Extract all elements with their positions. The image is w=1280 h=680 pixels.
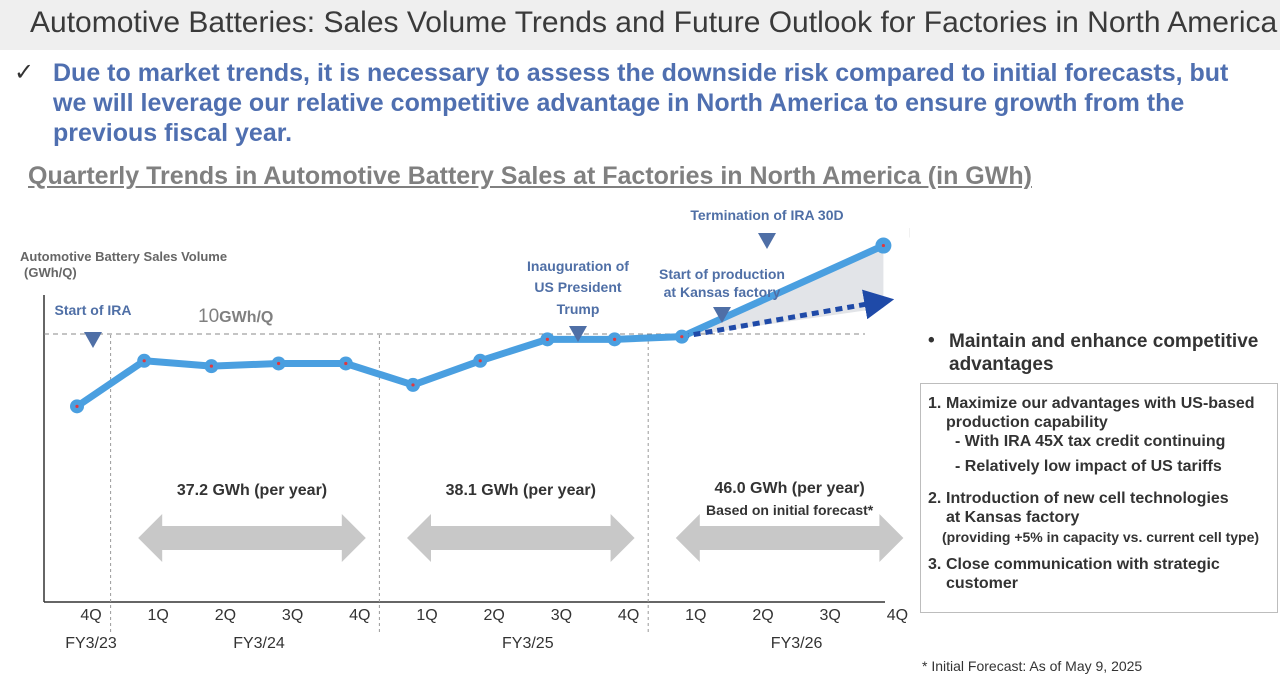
advantage-2-number: 2. xyxy=(928,490,942,507)
advantage-1-line2: production capability xyxy=(946,414,1108,431)
event-label: Start of production xyxy=(659,266,785,282)
advantages-box xyxy=(920,383,1278,613)
advantage-3-line1: Close communication with strategic xyxy=(946,556,1220,573)
advantage-3-number: 3. xyxy=(928,556,942,573)
annual-total-label: 38.1 GWh (per year) xyxy=(446,482,596,499)
title-bar xyxy=(0,0,1280,50)
advantages-heading: Maintain and enhance competitive advanta… xyxy=(949,331,1259,375)
advantages-bullet: • xyxy=(928,330,935,351)
event-marker-icon xyxy=(713,307,731,323)
initial-forecast-endpoint-dot xyxy=(881,243,886,248)
advantage-1-sub-1: - With IRA 45X tax credit continuing xyxy=(955,433,1226,450)
event-label: Start of IRA xyxy=(55,302,132,318)
x-tick-label: 3Q xyxy=(820,607,841,624)
data-point-dot xyxy=(142,359,146,363)
x-tick-label: 4Q xyxy=(887,607,908,624)
x-tick-label: 2Q xyxy=(752,607,773,624)
x-tick-label: 3Q xyxy=(282,607,303,624)
fiscal-year-label: FY3/23 xyxy=(65,635,117,652)
x-tick-label: 1Q xyxy=(685,607,706,624)
x-tick-label: 3Q xyxy=(551,607,572,624)
data-point-dot xyxy=(411,383,415,387)
annual-range-arrow xyxy=(407,514,635,562)
x-tick-label: 2Q xyxy=(484,607,505,624)
event-label: US President xyxy=(534,279,621,295)
fiscal-year-label: FY3/25 xyxy=(502,635,554,652)
advantage-2-note: (providing +5% in capacity vs. current c… xyxy=(942,529,1260,545)
event-marker-icon xyxy=(84,332,102,348)
advantage-2-line1: Introduction of new cell technologies xyxy=(946,490,1229,507)
x-tick-label: 4Q xyxy=(349,607,370,624)
event-label: Termination of IRA 30D xyxy=(690,207,843,223)
initial-forecast-line xyxy=(678,242,887,341)
x-tick-label: 4Q xyxy=(80,607,101,624)
x-tick-label: 1Q xyxy=(148,607,169,624)
page-title: Automotive Batteries: Sales Volume Trend… xyxy=(30,6,1278,39)
annual-range-arrow xyxy=(675,514,904,562)
annual-total-label: 37.2 GWh (per year) xyxy=(177,482,327,499)
y-axis-unit: (GWh/Q) xyxy=(24,265,77,280)
data-point-dot xyxy=(344,361,348,366)
advantage-1-number: 1. xyxy=(928,395,942,412)
x-tick-label: 2Q xyxy=(215,607,236,624)
data-point-dot xyxy=(680,335,684,339)
event-marker-icon xyxy=(569,326,587,342)
lead-statement: Due to market trends, it is necessary to… xyxy=(53,59,1229,147)
footnote: * Initial Forecast: As of May 9, 2025 xyxy=(922,658,1143,674)
reference-line-label: 10GWh/Q xyxy=(198,306,273,327)
data-point-dot xyxy=(478,359,482,363)
data-point-dot xyxy=(545,337,550,341)
x-tick-label: 4Q xyxy=(618,607,639,624)
advantage-2-line2: at Kansas factory xyxy=(946,509,1080,526)
event-marker-icon xyxy=(758,233,776,249)
data-point-dot xyxy=(613,337,617,341)
advantage-3-line2: customer xyxy=(946,575,1019,592)
advantage-1-line1: Maximize our advantages with US-based xyxy=(946,395,1255,412)
initial-forecast-label: Initial Forecast* xyxy=(909,225,910,241)
annual-total-sublabel: Based on initial forecast* xyxy=(706,502,874,518)
advantage-1-sub-2: - Relatively low impact of US tariffs xyxy=(955,458,1222,475)
fiscal-year-label: FY3/26 xyxy=(771,635,823,652)
sales-volume-chart: Automotive Battery Sales Volume (GWh/Q) … xyxy=(20,207,910,652)
event-label: Trump xyxy=(557,301,600,317)
fiscal-year-label: FY3/24 xyxy=(233,635,285,652)
actual-sales-line xyxy=(73,333,686,410)
annual-range-arrow xyxy=(138,514,366,562)
data-point-dot xyxy=(75,404,79,408)
data-point-dot xyxy=(277,361,281,366)
chart-subheading: Quarterly Trends in Automotive Battery S… xyxy=(28,162,1032,190)
annual-total-label: 46.0 GWh (per year) xyxy=(714,480,864,497)
data-point-dot xyxy=(209,364,213,368)
check-mark-icon: ✓ xyxy=(14,59,35,86)
x-tick-label: 1Q xyxy=(416,607,437,624)
revised-outlook-arrow xyxy=(681,289,895,340)
event-label: Inauguration of xyxy=(527,258,629,274)
y-axis-label: Automotive Battery Sales Volume xyxy=(20,249,227,264)
event-label: at Kansas factory xyxy=(664,284,781,300)
